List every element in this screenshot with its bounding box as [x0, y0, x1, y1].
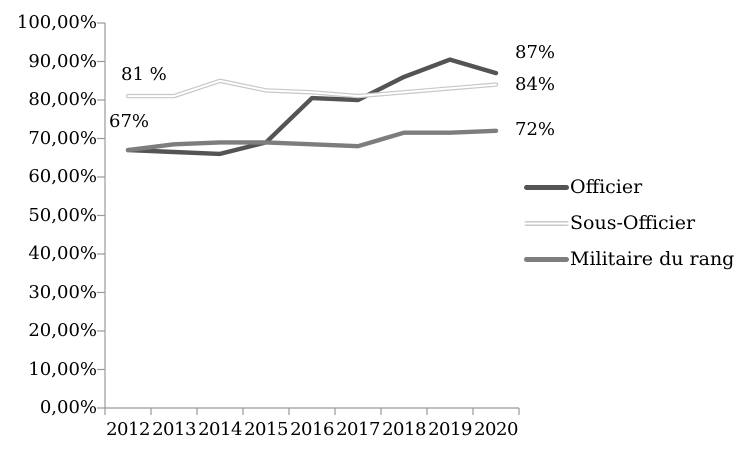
legend-item-officier: Officier	[524, 169, 734, 205]
data-label: 87%	[515, 42, 556, 63]
series-line-sous-officier-core	[127, 79, 497, 98]
x-axis-label: 2020	[474, 419, 518, 440]
y-axis-label: 40,00%	[28, 243, 97, 264]
y-axis-label: 80,00%	[28, 89, 97, 110]
y-axis-label: 20,00%	[28, 320, 97, 341]
axis-lines	[104, 23, 519, 409]
x-axis-label: 2014	[198, 419, 242, 440]
x-axis-label: 2015	[244, 419, 288, 440]
legend-line-militaire-du-rang	[524, 256, 569, 262]
legend-line-officier	[524, 184, 569, 190]
x-axis-label: 2018	[382, 419, 426, 440]
x-axis-label: 2012	[106, 419, 150, 440]
x-axis-label: 2017	[336, 419, 380, 440]
legend-label-sous-officier: Sous-Officier	[570, 212, 696, 234]
data-label: 67%	[109, 111, 150, 132]
y-axis-label: 70,00%	[28, 127, 97, 149]
x-axis-label: 2016	[290, 419, 334, 440]
y-axis-label: 30,00%	[28, 281, 97, 303]
y-axis-label: 60,00%	[28, 166, 97, 187]
x-axis-label: 2019	[428, 419, 472, 440]
legend-item-militaire-du-rang: Militaire du rang	[524, 241, 734, 277]
y-axis-label: 100,00%	[16, 12, 97, 33]
y-axis-label: 0,00%	[39, 397, 97, 418]
legend-item-sous-officier: Sous-Officier	[524, 205, 734, 241]
data-label: 81 %	[121, 64, 167, 85]
y-axis-label: 90,00%	[28, 50, 97, 72]
series-line-militaire-du-rang	[125, 128, 499, 153]
legend-line-sous-officier	[524, 220, 569, 226]
y-axis-label: 10,00%	[28, 358, 97, 380]
series-line-officier	[125, 57, 499, 157]
data-label: 72%	[515, 119, 556, 140]
legend-label-officier: Officier	[570, 176, 643, 198]
data-label: 84%	[515, 74, 556, 95]
legend: Officier Sous-Officier Militaire du rang	[524, 169, 734, 277]
y-axis-label: 50,00%	[28, 204, 97, 226]
x-axis-label: 2013	[152, 419, 196, 440]
legend-label-militaire-du-rang: Militaire du rang	[570, 248, 735, 270]
